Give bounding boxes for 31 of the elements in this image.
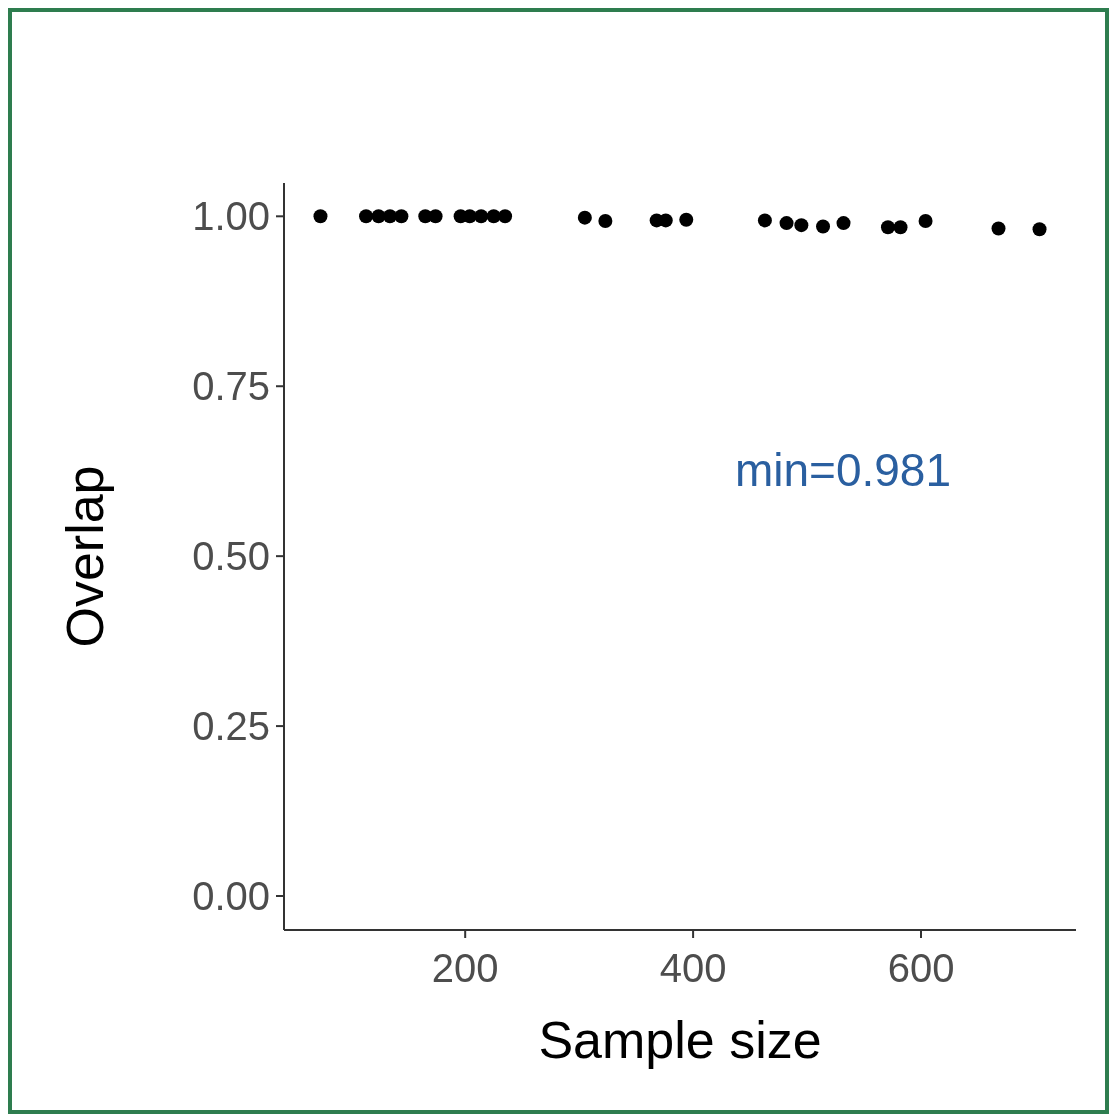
y-axis-title: Overlap — [56, 465, 114, 648]
point — [598, 214, 613, 229]
x-axis-title: Sample size — [538, 1011, 822, 1069]
y-tick-label: 1.00 — [192, 194, 270, 239]
point — [757, 213, 772, 228]
y-tick-label: 0.25 — [192, 704, 270, 749]
x-tick-label: 600 — [887, 946, 955, 990]
point — [498, 209, 513, 224]
point — [382, 209, 397, 224]
point — [313, 209, 328, 224]
point — [474, 209, 489, 224]
x-tick-label: 400 — [659, 946, 727, 990]
point — [918, 214, 933, 229]
y-tick-label: 0.75 — [192, 364, 270, 409]
point — [577, 210, 592, 225]
point — [779, 216, 794, 231]
point — [679, 212, 694, 227]
annotation: min=0.981 — [734, 444, 952, 496]
x-tick-label: 200 — [431, 946, 499, 990]
point — [880, 220, 895, 235]
point — [893, 220, 908, 235]
point — [794, 218, 809, 233]
point — [359, 209, 374, 224]
point — [816, 219, 831, 234]
y-tick-label: 0.00 — [192, 874, 270, 919]
y-tick-label: 0.50 — [192, 534, 270, 579]
point — [836, 216, 851, 231]
point — [428, 209, 443, 224]
point — [991, 221, 1006, 236]
point — [394, 209, 409, 224]
point — [1032, 222, 1047, 237]
